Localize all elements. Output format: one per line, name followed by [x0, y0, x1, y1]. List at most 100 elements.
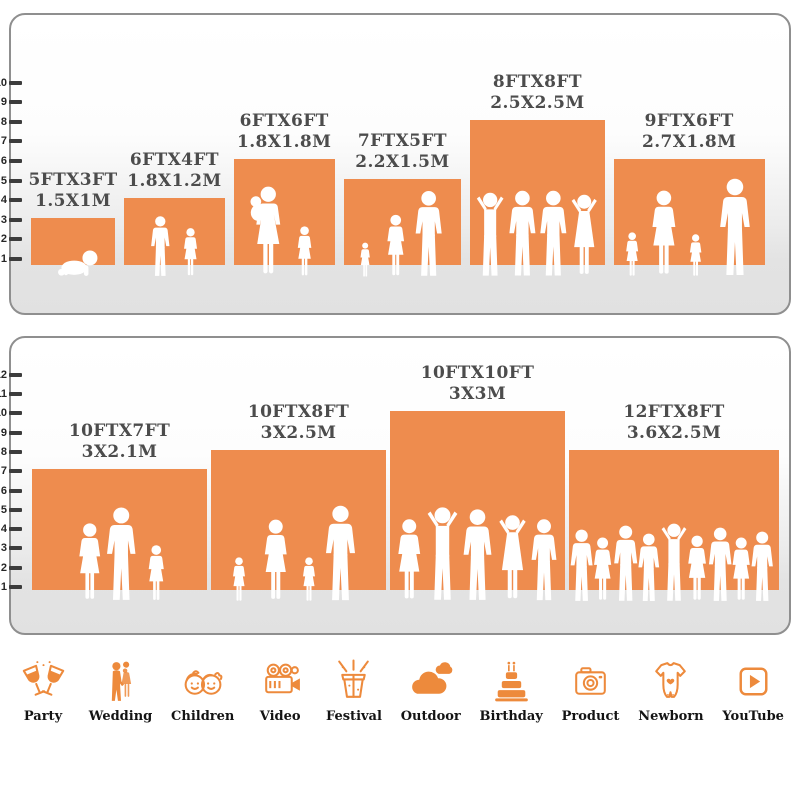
category-newborn: Newborn — [638, 658, 704, 724]
ruler-tick — [9, 449, 22, 454]
size-m-text: 2.7X1.8M — [642, 132, 737, 152]
ruler-tick — [9, 565, 22, 570]
children-icon — [184, 670, 223, 695]
ruler-tick — [9, 139, 22, 144]
ruler-number: 8 — [0, 445, 7, 458]
ruler-number: 4 — [0, 523, 7, 536]
ruler-number: 3 — [0, 213, 7, 226]
ruler-number: 9 — [0, 96, 7, 109]
bar-size-label: 6FTX4FT 1.8X1.2M — [127, 150, 221, 192]
outdoor-icon — [412, 662, 453, 694]
backdrop-bar-6ftx4ft — [124, 198, 225, 265]
backdrop-bar-10ftx10ft — [390, 411, 565, 590]
backdrop-bar-10ftx8ft — [211, 449, 386, 590]
product-icon — [575, 667, 606, 695]
category-label: Outdoor — [400, 709, 461, 724]
size-ft-text: 8FTX8FT — [492, 71, 582, 92]
category-label: YouTube — [722, 709, 784, 724]
ruler-tick — [9, 237, 22, 242]
category-outdoor: Outdoor — [401, 658, 461, 724]
ruler-number: 2 — [0, 233, 7, 246]
category-label: Children — [171, 709, 235, 724]
backdrop-bar-8ftx8ft — [470, 119, 605, 265]
ruler-tick — [9, 198, 22, 203]
ruler-tick — [9, 507, 22, 512]
ruler-number: 12 — [0, 368, 7, 381]
party-icon — [22, 661, 64, 696]
youtube-icon — [739, 667, 768, 696]
birthday-icon — [494, 661, 528, 702]
bar-size-label: 7FTX5FT 2.2X1.5M — [355, 131, 449, 173]
category-label: Newborn — [638, 709, 704, 724]
category-label: Party — [23, 709, 63, 724]
backdrop-bar-10ftx7ft — [32, 469, 207, 590]
backdrop-bar-5ftx3ft — [31, 217, 115, 265]
bar-size-label: 10FTX10FT 3X3M — [421, 363, 535, 405]
ruler-tick — [9, 392, 22, 396]
bar-size-label: 10FTX7FT 3X2.1M — [69, 421, 170, 463]
category-label: Product — [561, 709, 620, 724]
ruler-tick — [9, 411, 22, 416]
ruler-number: 1 — [0, 581, 7, 593]
size-m-text: 2.5X2.5M — [490, 92, 585, 113]
ruler-number: 10 — [0, 76, 7, 89]
ruler-number: 11 — [0, 388, 7, 400]
backdrop-bar-6ftx6ft — [233, 159, 335, 265]
category-birthday: Birthday — [480, 658, 543, 724]
ruler-number: 8 — [0, 115, 7, 128]
ruler-number: 4 — [0, 194, 7, 207]
ruler-tick — [9, 257, 22, 261]
size-ft-text: 5FTX3FT — [28, 169, 118, 190]
ruler-tick — [9, 178, 22, 183]
size-m-text: 3X2.1M — [81, 442, 158, 463]
category-label: Birthday — [479, 709, 543, 724]
category-wedding: Wedding — [89, 658, 152, 724]
size-ft-text: 12FTX8FT — [623, 401, 725, 422]
ruler-tick — [9, 527, 22, 532]
ruler-tick — [9, 100, 22, 105]
category-festival: Festival — [326, 658, 382, 724]
size-ft-text: 6FTX4FT — [129, 150, 219, 171]
ruler-tick — [9, 585, 22, 589]
category-label: Wedding — [88, 709, 153, 724]
ruler-tick — [9, 546, 22, 551]
backdrop-bar-7ftx5ft — [343, 178, 462, 265]
ruler-number: 2 — [0, 561, 7, 574]
ruler-tick — [9, 80, 22, 85]
ruler-number: 1 — [0, 253, 7, 265]
bar-size-label: 12FTX8FT 3.6X2.5M — [623, 402, 724, 444]
panel-bottom: 12345678910111210FTX7FT3X2.1M10FTX8FT3X2… — [0, 336, 791, 635]
size-m-text: 3X3M — [448, 384, 507, 405]
ruler-number: 6 — [0, 155, 7, 167]
newborn-icon — [655, 662, 687, 698]
ruler-number: 7 — [0, 135, 7, 148]
bar-size-label: 6FTX6FT 1.8X1.8M — [237, 111, 331, 153]
size-ft-text: 10FTX10FT — [420, 363, 535, 384]
size-ft-text: 10FTX8FT — [247, 401, 350, 422]
size-ft-text: 7FTX5FT — [357, 130, 447, 151]
bar-size-label: 5FTX3FT 1.5X1M — [28, 170, 117, 212]
ruler-tick — [9, 372, 22, 377]
ruler-number: 5 — [0, 503, 7, 516]
ruler-tick — [9, 119, 22, 124]
backdrop-bar-12ftx8ft — [569, 449, 779, 590]
category-row: Party Wedding — [0, 658, 800, 724]
size-m-text: 1.8X1.8M — [237, 132, 332, 152]
ruler-tick — [9, 469, 22, 474]
wedding-icon — [111, 661, 132, 701]
size-m-text: 1.5X1M — [35, 190, 111, 211]
ruler-number: 3 — [0, 542, 7, 555]
ruler-number: 10 — [0, 407, 7, 420]
category-youtube: YouTube — [722, 658, 784, 724]
category-label: Video — [259, 709, 301, 724]
ruler-tick — [9, 159, 22, 163]
category-children: Children — [171, 658, 234, 724]
size-ft-text: 10FTX7FT — [68, 421, 171, 442]
category-video: Video — [253, 658, 307, 724]
size-m-text: 1.8X1.2M — [127, 171, 222, 192]
category-party: Party — [16, 658, 70, 724]
video-icon — [264, 663, 300, 694]
ruler-number: 6 — [0, 484, 7, 497]
size-m-text: 3.6X2.5M — [626, 422, 722, 443]
